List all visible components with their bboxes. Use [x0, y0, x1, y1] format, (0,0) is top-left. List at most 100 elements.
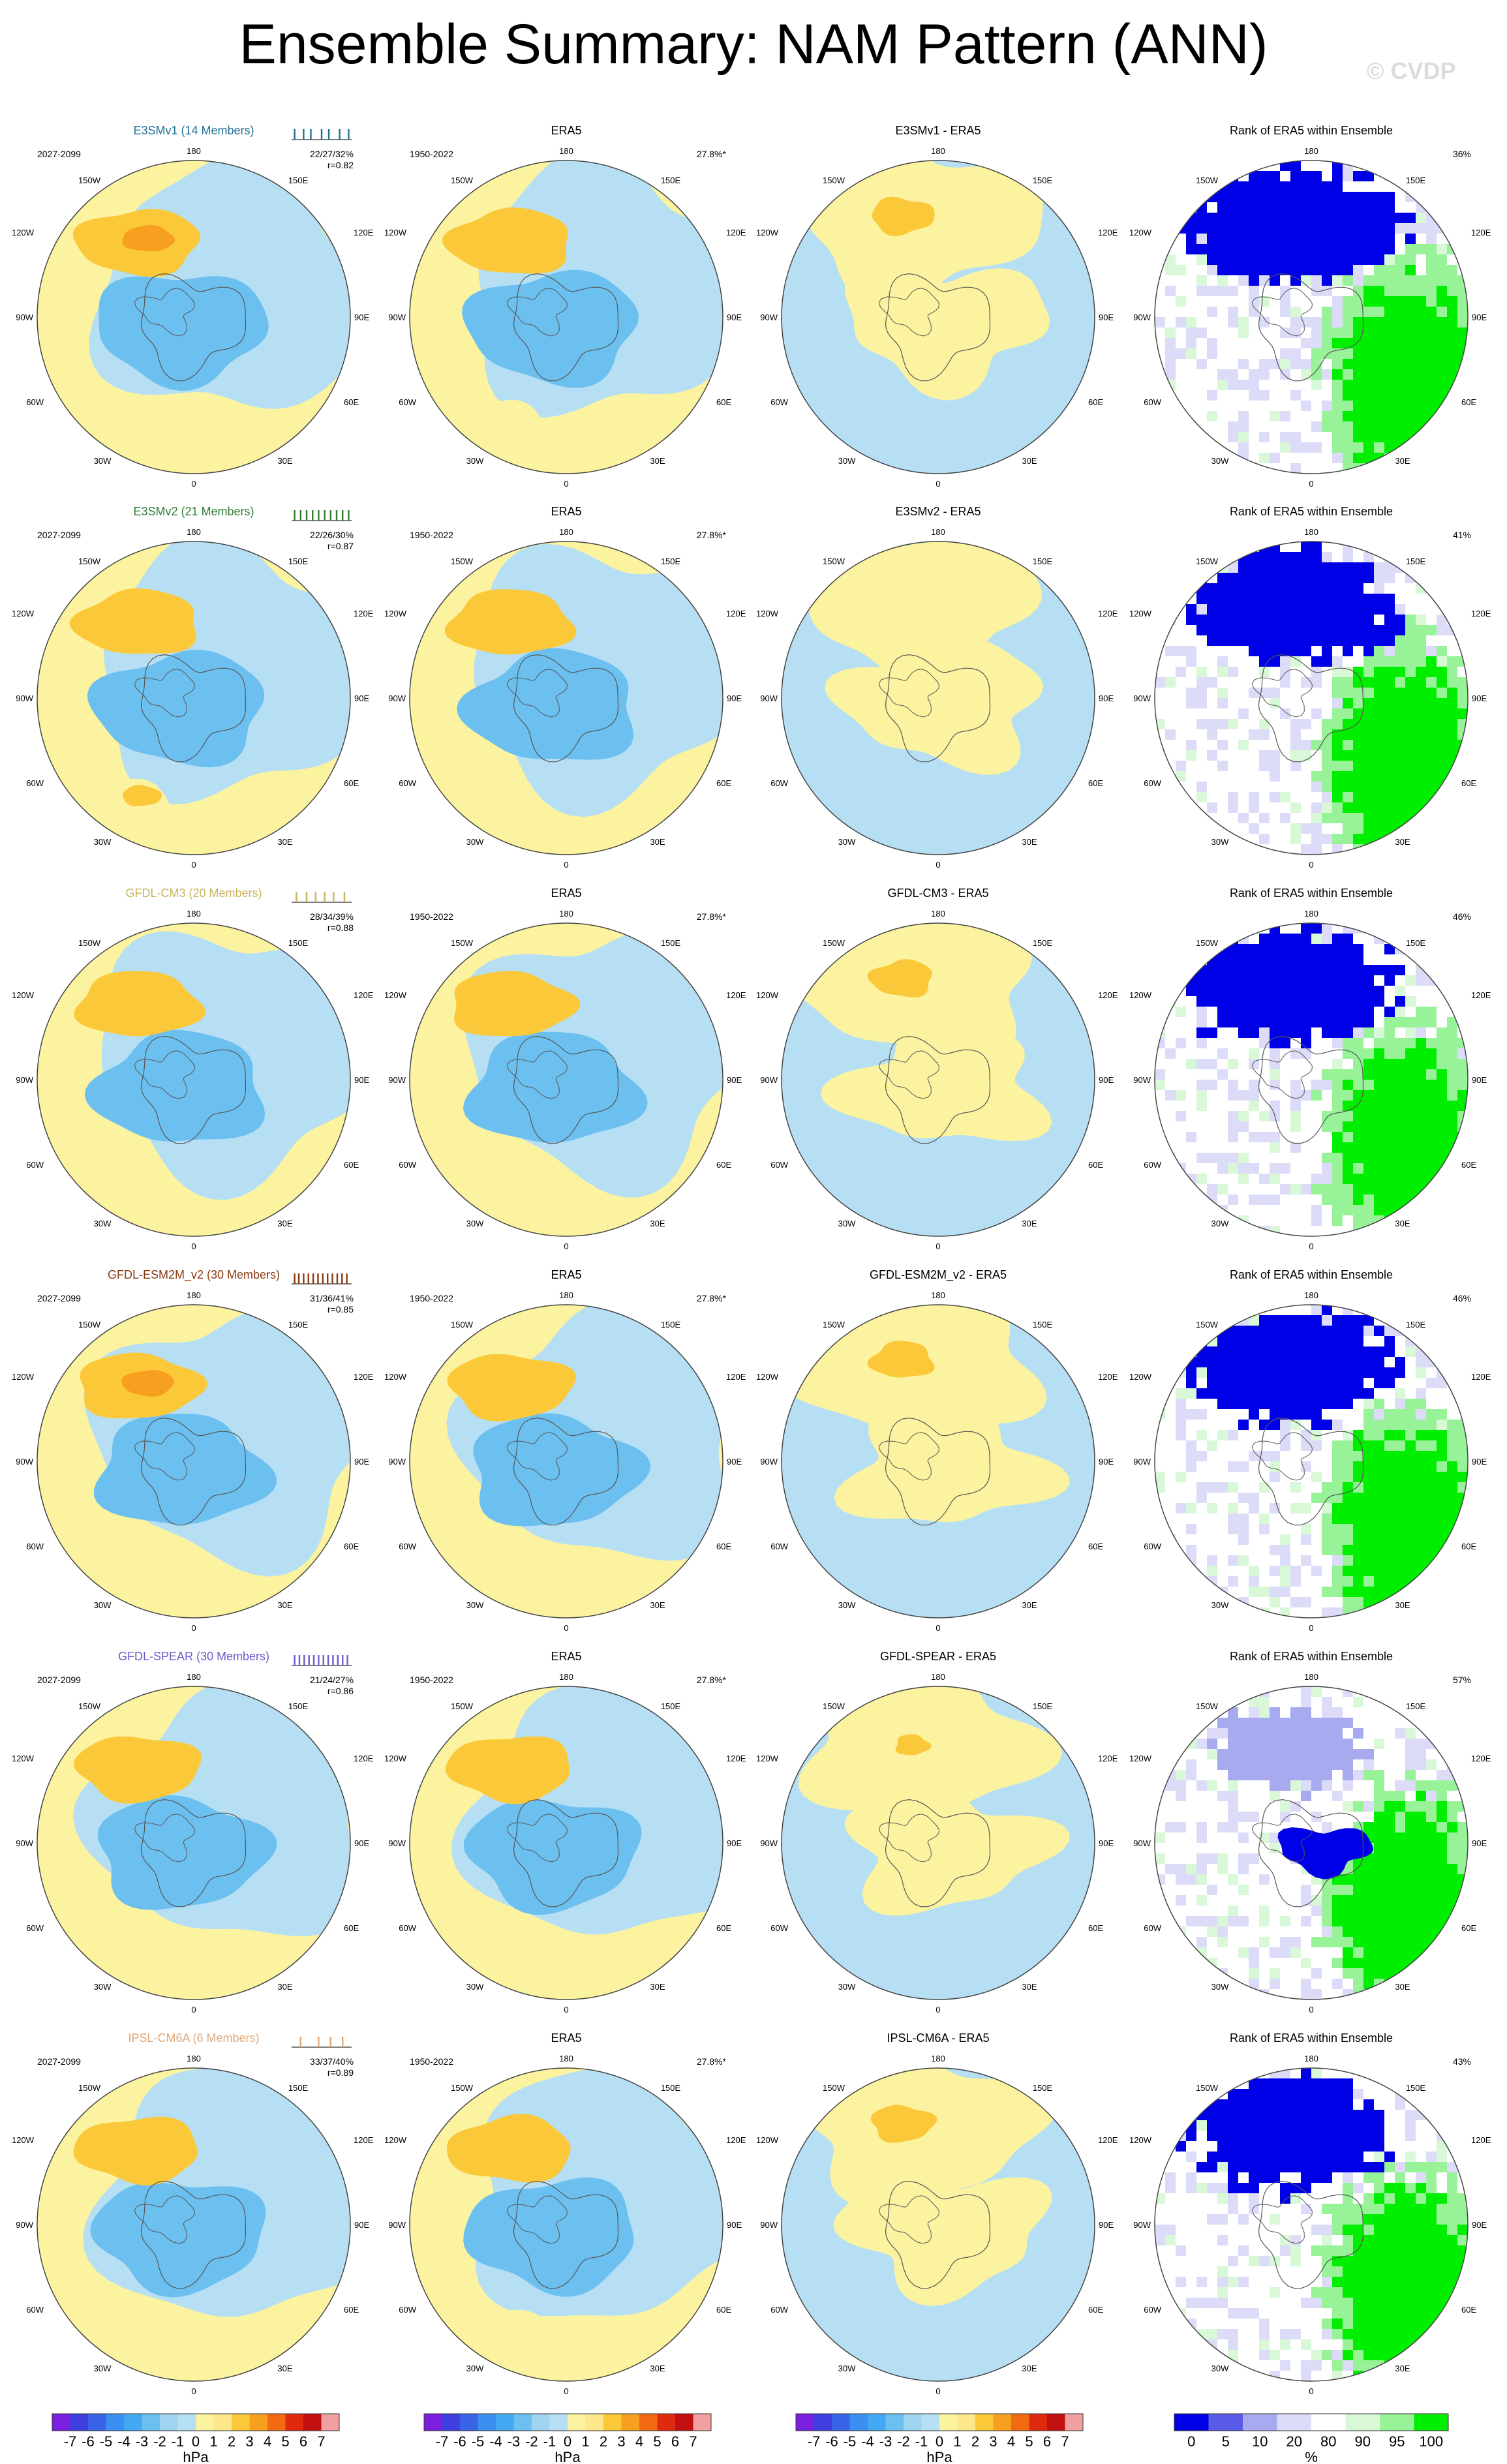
- colorbar-rank-tick-label: 90: [1355, 2433, 1371, 2450]
- lon-label-30e: 30E: [1022, 456, 1037, 466]
- lon-label-180: 180: [1304, 1672, 1318, 1682]
- coastline-outline: [134, 288, 196, 337]
- positive-anomaly-region: [844, 1786, 1070, 1916]
- lon-label-60e: 60E: [716, 2305, 731, 2315]
- obs-panel-title: ERA5: [551, 1268, 581, 1281]
- lon-label-30w: 30W: [1211, 1982, 1229, 1992]
- lon-label-150w: 150W: [451, 1701, 474, 1711]
- coastline-outline: [513, 2180, 619, 2289]
- lon-label-30e: 30E: [277, 837, 292, 847]
- model-stats-label: 22/26/30%: [310, 530, 354, 540]
- lon-label-180: 180: [1304, 2054, 1318, 2063]
- colorbar-hpa-swatch: [939, 2414, 958, 2431]
- positive-anomaly-core: [446, 1736, 570, 1804]
- lon-label-30w: 30W: [838, 837, 856, 847]
- coastline-outline: [885, 654, 991, 763]
- lon-label-150w: 150W: [78, 938, 101, 948]
- lon-label-90w: 90W: [388, 2220, 406, 2230]
- colorbar-hpa-swatch: [549, 2414, 568, 2431]
- lon-label-120e: 120E: [1098, 2135, 1118, 2145]
- positive-anomaly-core: [444, 589, 577, 655]
- lon-label-0: 0: [936, 1623, 940, 1633]
- lon-label-150e: 150E: [288, 1320, 309, 1330]
- positive-anomaly-core: [73, 1736, 202, 1804]
- colorbar-hpa-tick-label: 7: [1061, 2433, 1069, 2450]
- colorbar-hpa-swatch: [52, 2414, 70, 2431]
- coastline-outline: [134, 669, 196, 718]
- positive-anomaly-region: [57, 778, 176, 855]
- lon-label-0: 0: [191, 2386, 196, 2396]
- lon-label-90e: 90E: [1472, 2220, 1487, 2230]
- colorbar-rank-swatch: [1277, 2414, 1312, 2431]
- map-boundary: [1154, 1686, 1469, 2000]
- lon-label-90w: 90W: [16, 1075, 33, 1085]
- pattern-correlation-label: r=0.85: [327, 1304, 354, 1315]
- rank-percent-label: 41%: [1453, 530, 1471, 540]
- map-fill-group: [37, 2068, 350, 2381]
- colorbar-hpa-tick-label: 5: [1025, 2433, 1033, 2450]
- obs-panel-title: ERA5: [551, 505, 581, 518]
- lon-label-60w: 60W: [1144, 1923, 1161, 1933]
- lon-label-90e: 90E: [1099, 1457, 1114, 1467]
- lon-label-90e: 90E: [727, 1457, 742, 1467]
- lon-label-120e: 120E: [354, 2135, 374, 2145]
- lon-label-0: 0: [564, 2005, 568, 2015]
- map-fill-group: [1155, 1305, 1468, 1618]
- lon-label-120w: 120W: [12, 1372, 35, 1382]
- map-fill-group: [782, 160, 1095, 474]
- colorbar-rank-tick-label: 10: [1252, 2433, 1268, 2450]
- lon-label-90e: 90E: [1099, 1075, 1114, 1085]
- lon-label-150e: 150E: [661, 938, 681, 948]
- colorbar-hpa-tick-label: -5: [472, 2433, 485, 2450]
- coastline-outline: [140, 273, 247, 382]
- lon-label-120e: 120E: [1098, 609, 1118, 618]
- rank-percent-label: 46%: [1453, 1293, 1471, 1303]
- colorbar-rank-swatch: [1345, 2414, 1380, 2431]
- lon-label-180: 180: [1304, 146, 1318, 156]
- diff-panel-title: E3SMv1 - ERA5: [895, 124, 981, 137]
- diff-panel-title: GFDL-CM3 - ERA5: [887, 887, 988, 900]
- lon-label-30e: 30E: [650, 1219, 665, 1228]
- colorbar-hpa-tick-label: -3: [508, 2433, 521, 2450]
- lon-label-60w: 60W: [399, 1542, 416, 1551]
- lon-label-150w: 150W: [1196, 2083, 1219, 2093]
- coastline-outline: [1258, 273, 1364, 382]
- model-stats-label: 33/37/40%: [310, 2056, 354, 2067]
- colorbar-hpa-tick-label: 6: [1043, 2433, 1051, 2450]
- colorbar-hpa-tick-label: 6: [299, 2433, 307, 2450]
- positive-anomaly-core: [867, 959, 933, 997]
- lon-label-180: 180: [931, 909, 945, 919]
- lon-label-0: 0: [1309, 2386, 1313, 2396]
- lon-label-0: 0: [1309, 479, 1313, 489]
- lon-label-150e: 150E: [1406, 1701, 1426, 1711]
- colorbar-rank-frame: [1174, 2413, 1449, 2431]
- colorbar-hpa-tick-label: 4: [264, 2433, 271, 2450]
- negative-anomaly-core: [99, 276, 269, 391]
- lon-label-30w: 30W: [838, 1219, 856, 1228]
- lon-label-90w: 90W: [1133, 693, 1151, 703]
- lon-label-90e: 90E: [1099, 2220, 1114, 2230]
- colorbar-hpa-frame: [52, 2413, 340, 2431]
- lon-label-90w: 90W: [760, 1075, 778, 1085]
- lon-label-120w: 120W: [1129, 228, 1152, 237]
- coastline-outline: [134, 1814, 196, 1863]
- lon-label-120e: 120E: [726, 1754, 746, 1763]
- lon-label-120e: 120E: [1471, 1754, 1491, 1763]
- colorbar-hpa-tick-label: 5: [281, 2433, 289, 2450]
- lon-label-60e: 60E: [344, 2305, 359, 2315]
- colorbar-hpa-tick-label: -1: [915, 2433, 928, 2450]
- lon-label-90e: 90E: [354, 312, 369, 322]
- lon-label-120e: 120E: [1471, 228, 1491, 237]
- map-fill-group: [410, 160, 723, 474]
- coastline-outline: [1251, 669, 1313, 718]
- lon-label-60w: 60W: [399, 1923, 416, 1933]
- lon-label-90w: 90W: [1133, 1838, 1151, 1848]
- lon-label-60w: 60W: [399, 1160, 416, 1170]
- lon-label-120w: 120W: [384, 228, 407, 237]
- colorbar-rank-swatch: [1414, 2414, 1449, 2431]
- colorbar-hpa-unit: hPa: [926, 2449, 952, 2464]
- lon-label-90w: 90W: [388, 1075, 406, 1085]
- lon-label-60e: 60E: [344, 1160, 359, 1170]
- lon-label-60e: 60E: [344, 397, 359, 407]
- model-period-label: 2027-2099: [37, 149, 81, 159]
